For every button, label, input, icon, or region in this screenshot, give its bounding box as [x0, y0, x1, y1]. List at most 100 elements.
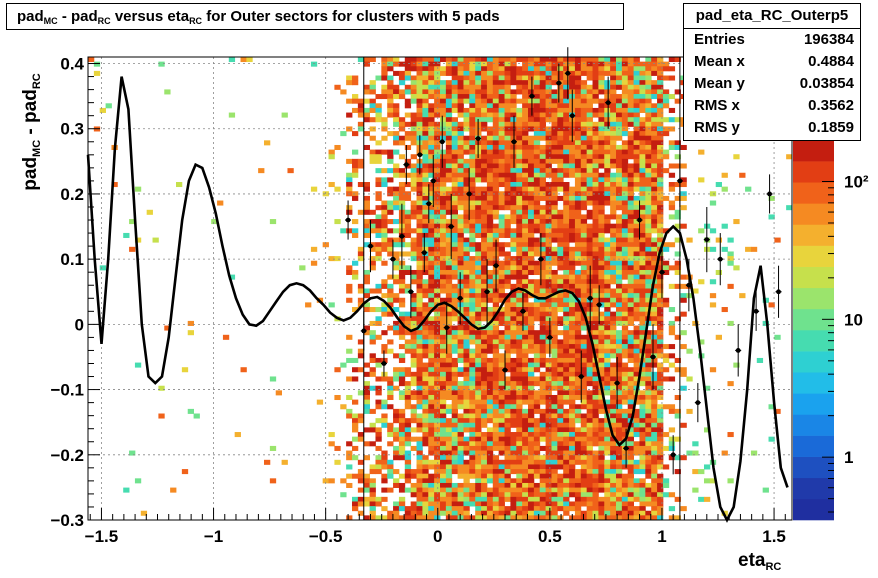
heatmap-cell: [686, 376, 693, 382]
heatmap-cell: [651, 80, 658, 86]
heatmap-cell: [445, 316, 453, 322]
heatmap-cell: [328, 302, 335, 308]
heatmap-cell: [346, 80, 353, 86]
heatmap-cell: [604, 307, 611, 313]
heatmap-cell: [621, 482, 629, 488]
heatmap-cell: [580, 427, 588, 433]
heatmap-cell: [545, 441, 552, 447]
heatmap-cell: [498, 80, 505, 86]
heatmap-cell: [563, 256, 570, 262]
heatmap-cell: [674, 57, 681, 63]
heatmap-cell: [369, 154, 376, 160]
heatmap-cell: [610, 107, 617, 113]
heatmap-cell: [404, 214, 412, 220]
heatmap-cell: [363, 427, 370, 433]
heatmap-cell: [604, 200, 611, 206]
heatmap-cell: [651, 348, 658, 354]
heatmap-cell: [416, 260, 423, 266]
heatmap-cell: [393, 242, 400, 248]
heatmap-cell: [563, 330, 570, 336]
heatmap-cell: [510, 311, 517, 317]
heatmap-cell: [375, 117, 382, 123]
heatmap-cell: [440, 316, 447, 322]
heatmap-cell: [398, 89, 406, 95]
heatmap-cell: [510, 441, 517, 447]
heatmap-cell: [574, 200, 582, 206]
heatmap-cell: [586, 107, 593, 113]
heatmap-cell: [310, 186, 318, 192]
heatmap-cell: [551, 223, 558, 229]
heatmap-cell: [616, 436, 623, 442]
heatmap-cell: [668, 182, 676, 188]
heatmap-cell: [539, 283, 546, 289]
heatmap-cell: [486, 200, 494, 206]
heatmap-cell: [469, 394, 476, 401]
heatmap-cell: [580, 436, 588, 442]
heatmap-cell: [604, 325, 611, 331]
heatmap-cell: [463, 320, 470, 326]
heatmap-cell: [428, 325, 435, 331]
heatmap-cell: [592, 200, 599, 206]
heatmap-cell: [410, 339, 417, 345]
heatmap-cell: [539, 57, 546, 63]
heatmap-cell: [410, 325, 417, 331]
heatmap-cell: [563, 381, 570, 387]
heatmap-cell: [604, 283, 611, 289]
heatmap-cell: [475, 371, 482, 377]
heatmap-cell: [592, 404, 599, 410]
heatmap-cell: [486, 126, 494, 132]
heatmap-cell: [539, 311, 546, 317]
heatmap-cell: [592, 427, 599, 433]
heatmap-cell: [375, 205, 382, 211]
heatmap-cell: [610, 94, 617, 100]
heatmap-cell: [463, 228, 470, 234]
heatmap-cell: [598, 112, 605, 118]
heatmap-cell: [545, 80, 552, 86]
heatmap-cell: [563, 186, 570, 192]
heatmap-cell: [645, 61, 652, 67]
heatmap-cell: [428, 149, 435, 155]
heatmap-cell: [528, 256, 535, 262]
heatmap-cell: [586, 367, 593, 373]
heatmap-cell: [410, 168, 417, 174]
heatmap-cell: [404, 510, 412, 516]
heatmap-cell: [539, 279, 546, 285]
heatmap-cell: [633, 126, 640, 132]
heatmap-cell: [569, 75, 576, 81]
heatmap-cell: [668, 126, 676, 132]
heatmap-cell: [492, 492, 500, 498]
heatmap-cell: [522, 307, 529, 313]
heatmap-cell: [352, 501, 359, 507]
heatmap-cell: [610, 302, 617, 308]
heatmap-cell: [434, 469, 441, 475]
heatmap-cell: [616, 260, 623, 266]
heatmap-cell: [528, 117, 535, 123]
heatmap-cell: [569, 348, 576, 354]
heatmap-cell: [387, 66, 394, 72]
heatmap-cell: [557, 496, 564, 502]
heatmap-cell: [369, 515, 376, 521]
heatmap-cell: [627, 492, 634, 498]
heatmap-cell: [551, 501, 558, 507]
heatmap-cell: [410, 209, 417, 215]
heatmap-cell: [586, 57, 593, 63]
heatmap-cell: [375, 103, 382, 109]
heatmap-cell: [551, 200, 558, 206]
heatmap-cell: [369, 339, 376, 345]
heatmap-cell: [381, 371, 388, 377]
heatmap-cell: [592, 432, 599, 438]
heatmap-cell: [639, 84, 646, 90]
heatmap-cell: [604, 219, 611, 225]
heatmap-cell: [434, 209, 441, 215]
heatmap-cell: [486, 163, 494, 169]
heatmap-cell: [604, 436, 611, 442]
heatmap-cell: [481, 256, 488, 262]
heatmap-cell: [410, 473, 417, 479]
heatmap-cell: [639, 80, 646, 86]
heatmap-cell: [498, 200, 505, 206]
heatmap-cell: [463, 371, 470, 377]
heatmap-cell: [616, 353, 623, 359]
heatmap-cell: [621, 149, 629, 155]
heatmap-cell: [627, 501, 634, 507]
heatmap-cell: [416, 334, 423, 340]
